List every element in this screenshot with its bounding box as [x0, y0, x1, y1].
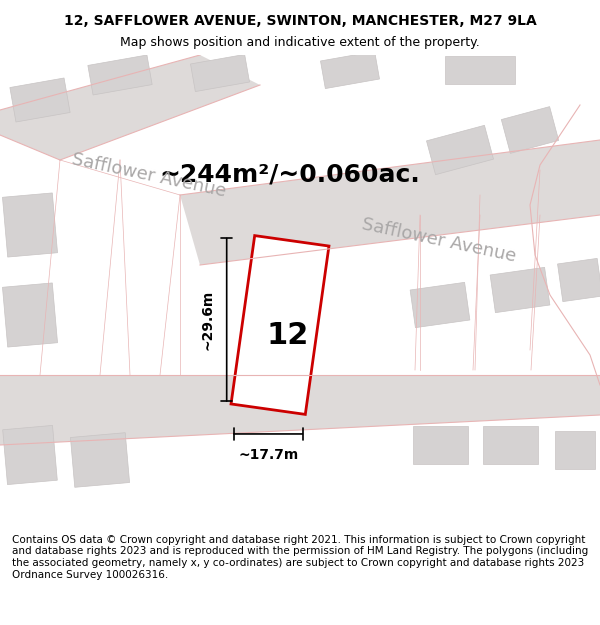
Polygon shape [482, 426, 538, 464]
Polygon shape [320, 51, 380, 89]
Polygon shape [2, 193, 58, 257]
Polygon shape [502, 107, 559, 153]
Polygon shape [10, 78, 70, 122]
Polygon shape [413, 426, 467, 464]
Polygon shape [70, 432, 130, 488]
Text: Contains OS data © Crown copyright and database right 2021. This information is : Contains OS data © Crown copyright and d… [12, 535, 588, 579]
Polygon shape [427, 126, 494, 174]
Text: Map shows position and indicative extent of the property.: Map shows position and indicative extent… [120, 36, 480, 49]
Polygon shape [0, 375, 600, 445]
Polygon shape [557, 258, 600, 302]
Polygon shape [190, 54, 250, 92]
Polygon shape [2, 426, 58, 484]
Text: Safflower Avenue: Safflower Avenue [360, 215, 518, 265]
Text: ~17.7m: ~17.7m [238, 448, 298, 462]
Polygon shape [0, 55, 260, 160]
Text: ~244m²/~0.060ac.: ~244m²/~0.060ac. [160, 163, 421, 187]
Text: ~29.6m: ~29.6m [200, 289, 215, 350]
Text: Safflower Avenue: Safflower Avenue [70, 150, 227, 200]
Polygon shape [410, 282, 470, 328]
Polygon shape [231, 236, 329, 414]
Polygon shape [180, 140, 600, 265]
Polygon shape [445, 56, 515, 84]
Text: 12, SAFFLOWER AVENUE, SWINTON, MANCHESTER, M27 9LA: 12, SAFFLOWER AVENUE, SWINTON, MANCHESTE… [64, 14, 536, 28]
Polygon shape [2, 283, 58, 347]
Polygon shape [490, 268, 550, 312]
Polygon shape [88, 55, 152, 95]
Polygon shape [555, 431, 595, 469]
Text: 12: 12 [267, 321, 309, 349]
